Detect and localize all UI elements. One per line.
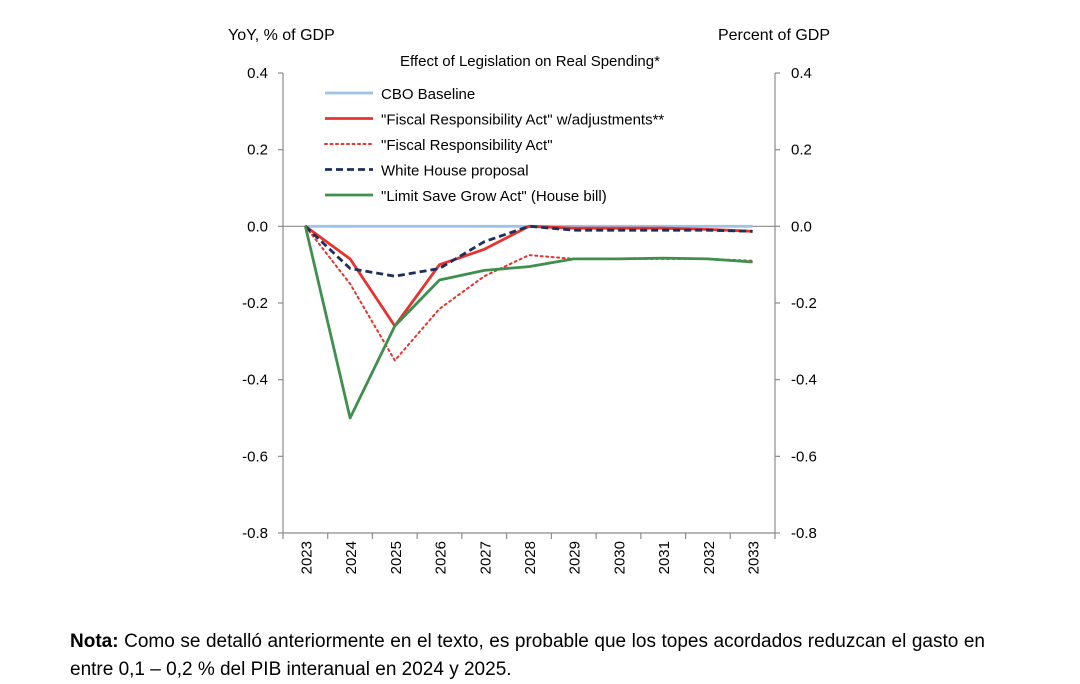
left-y-tick-label: 0.2 bbox=[247, 142, 268, 159]
x-tick-label: 2027 bbox=[477, 541, 494, 574]
axes: 0.4 0.4 0.2 0.2 0.0 0.0 -0.2 -0.2 -0.4 -0.4 -0.6 -0… bbox=[242, 65, 817, 574]
x-tick-label: 2031 bbox=[656, 541, 673, 574]
x-tick-label: 2030 bbox=[611, 541, 628, 574]
legend-label-4: "Limit Save Grow Act" (House bill) bbox=[381, 188, 607, 205]
x-tick-label: 2028 bbox=[522, 541, 539, 574]
right-y-tick-label: -0.8 bbox=[791, 525, 817, 542]
note-label: Nota: bbox=[70, 631, 119, 652]
series-layer bbox=[304, 224, 754, 420]
left-y-tick-label: -0.4 bbox=[242, 372, 268, 389]
line-chart: YoY, % of GDP Percent of GDP Effect of L… bbox=[228, 27, 830, 574]
legend-label-2: "Fiscal Responsibility Act" bbox=[381, 137, 553, 154]
legend-label-1: "Fiscal Responsibility Act" w/adjustment… bbox=[381, 112, 664, 129]
series-line-1 bbox=[304, 224, 753, 328]
left-y-tick-label: -0.2 bbox=[242, 295, 268, 312]
x-tick-label: 2032 bbox=[701, 541, 718, 574]
legend-label-0: CBO Baseline bbox=[381, 86, 475, 103]
x-tick-label: 2024 bbox=[343, 541, 360, 574]
right-y-tick-label: 0.4 bbox=[791, 65, 812, 82]
series-line-4 bbox=[304, 225, 753, 420]
left-y-tick-label: -0.6 bbox=[242, 448, 268, 465]
right-y-tick-label: -0.6 bbox=[791, 448, 817, 465]
x-tick-label: 2025 bbox=[388, 541, 405, 574]
left-y-tick-label: 0.0 bbox=[247, 218, 268, 235]
series-line-3 bbox=[304, 224, 753, 278]
x-tick-label: 2033 bbox=[746, 541, 763, 574]
right-y-tick-label: 0.0 bbox=[791, 218, 812, 235]
x-tick-label: 2026 bbox=[433, 541, 450, 574]
chart-title: Effect of Legislation on Real Spending* bbox=[400, 53, 660, 70]
right-y-tick-label: -0.4 bbox=[791, 372, 817, 389]
left-y-tick-label: -0.8 bbox=[242, 525, 268, 542]
x-tick-label: 2023 bbox=[298, 541, 315, 574]
x-tick-label: 2029 bbox=[567, 541, 584, 574]
note-paragraph: Nota: Como se detalló anteriormente en e… bbox=[70, 628, 985, 684]
left-y-tick-label: 0.4 bbox=[247, 65, 268, 82]
left-axis-title: YoY, % of GDP bbox=[228, 27, 335, 44]
legend: CBO Baseline "Fiscal Responsibility Act" … bbox=[324, 86, 664, 205]
legend-label-3: White House proposal bbox=[381, 163, 529, 180]
right-axis-title: Percent of GDP bbox=[718, 27, 830, 44]
note-text: Como se detalló anteriormente en el text… bbox=[70, 631, 985, 680]
right-y-tick-label: -0.2 bbox=[791, 295, 817, 312]
right-y-tick-label: 0.2 bbox=[791, 142, 812, 159]
